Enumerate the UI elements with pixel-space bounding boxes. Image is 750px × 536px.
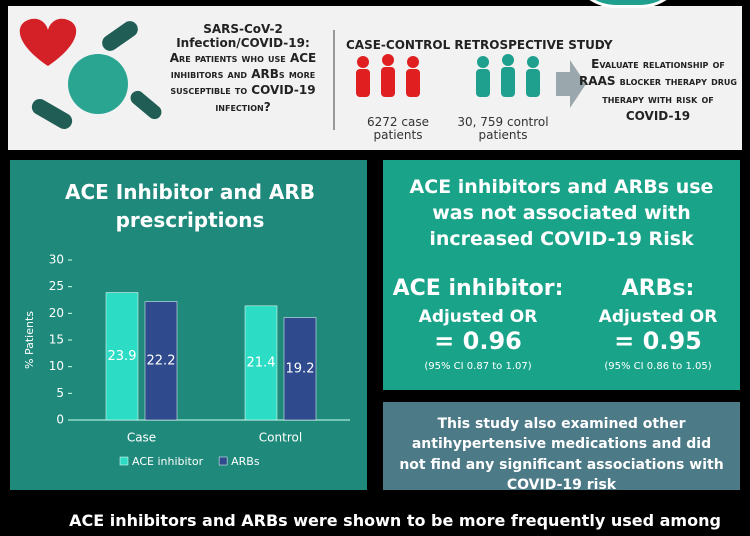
header: SARS-CoV-2 Infection/COVID-19: Are patie… [8, 6, 742, 150]
data-label: 21.4 [247, 355, 276, 370]
data-label: 22.2 [147, 353, 176, 368]
virus-icon [68, 54, 128, 114]
odds-ratio: = 0.95 [614, 327, 702, 355]
cases: 6272 case patients [367, 115, 429, 143]
chart-title: ACE Inhibitor and ARB prescriptions [65, 180, 315, 232]
bar [283, 317, 317, 421]
pill-icon [31, 99, 73, 129]
heart-icon [19, 18, 77, 67]
note: This study also examined other antihyper… [383, 402, 740, 493]
y-tick-label: 10 [49, 359, 64, 373]
y-tick-label: 30 [49, 253, 64, 267]
y-tick-label: 25 [49, 279, 64, 293]
results-headline: ACE inhibitors and ARBs use was not asso… [409, 176, 714, 251]
chart-panel: ACE Inhibitor and ARB prescriptions % Pa… [10, 160, 367, 490]
people-icons [356, 54, 586, 108]
drug: ACE inhibitor: [392, 276, 564, 301]
data-label: 19.2 [286, 361, 315, 376]
footer: ACE inhibitors and ARBs were shown to be… [45, 505, 745, 536]
arrow [556, 60, 586, 108]
question-block: SARS-CoV-2 Infection/COVID-19: Are patie… [158, 22, 328, 115]
y-axis-label: % Patients [23, 311, 36, 369]
pill-icon [130, 90, 162, 120]
confidence-interval: (95% CI 0.87 to 1.07) [424, 361, 532, 372]
question: Are patients who use ACE inhibitors and … [169, 51, 317, 114]
drug: ARBs: [621, 276, 695, 301]
bar [105, 292, 139, 421]
legend-swatch [218, 456, 228, 466]
result-column: ARBs: Adjusted OR = 0.95 (95% CI 0.86 to… [578, 276, 738, 372]
question-title: SARS-CoV-2 Infection/COVID-19: [176, 22, 310, 50]
odds-ratio: = 0.96 [434, 327, 522, 355]
icons [19, 18, 162, 129]
results-panel: ACE inhibitors and ARBs use was not asso… [383, 160, 740, 390]
pill-icon [102, 21, 138, 51]
legend-label: ARBs [231, 455, 260, 468]
case-people [356, 54, 420, 97]
measure: Adjusted OR [418, 307, 538, 327]
result-column: ACE inhibitor: Adjusted OR = 0.96 (95% C… [388, 276, 568, 372]
confidence-interval: (95% CI 0.86 to 1.05) [604, 361, 712, 372]
legend-swatch [119, 456, 129, 466]
y-tick-label: 15 [49, 333, 64, 347]
data-label: 23.9 [108, 349, 137, 364]
control-people [476, 54, 540, 97]
divider [333, 30, 335, 130]
study-title: CASE-CONTROL RETROSPECTIVE STUDY [346, 38, 613, 52]
measure: Adjusted OR [598, 307, 718, 327]
x-tick-label: Case [127, 431, 156, 445]
bar [244, 305, 278, 421]
controls: 30, 759 control patients [457, 115, 549, 143]
y-tick-label: 5 [56, 386, 64, 400]
y-tick-label: 0 [56, 413, 64, 427]
aim: Evaluate relationship of RAAS blocker th… [579, 57, 737, 124]
y-tick-label: 20 [49, 306, 64, 320]
x-tick-label: Control [259, 431, 302, 445]
legend-label: ACE inhibitor [132, 455, 204, 468]
bar [144, 301, 178, 421]
chart: % Patients 0 5 10 15 20 25 30 Case 23.9 22.2 Contro… [23, 253, 350, 468]
